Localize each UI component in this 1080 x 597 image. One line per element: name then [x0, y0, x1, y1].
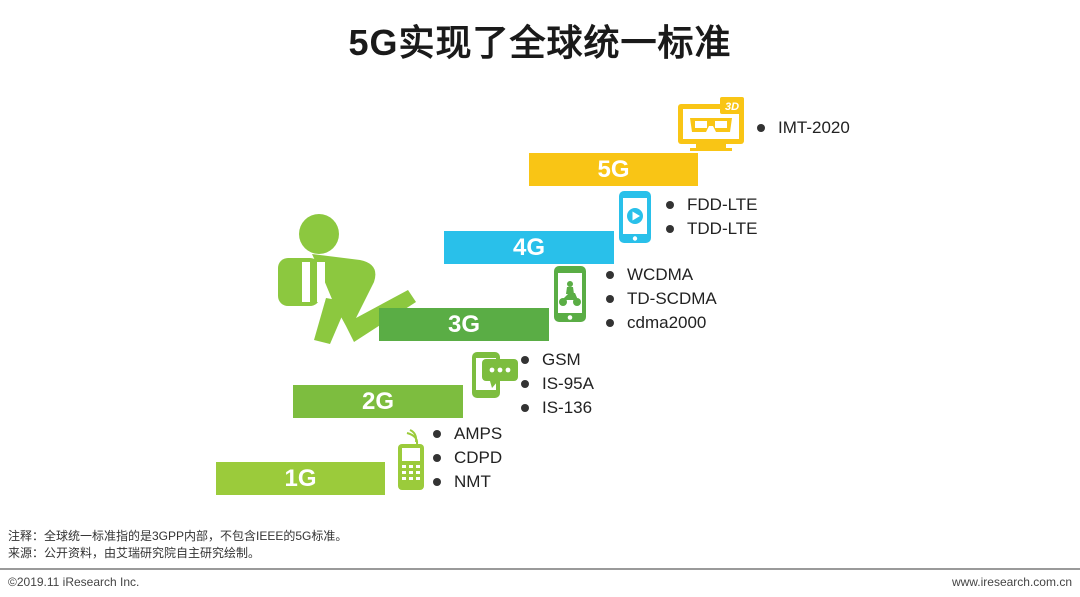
generation-label: 4G: [512, 233, 545, 261]
standard-label: TDD-LTE: [687, 219, 758, 238]
bullet-dot: [757, 124, 765, 132]
bullet-dot: [606, 295, 614, 303]
bullet-dot: [606, 271, 614, 279]
standard-label: AMPS: [454, 424, 503, 443]
list-item: AMPS: [433, 422, 502, 446]
svg-text:3D: 3D: [725, 101, 739, 113]
list-item: IS-136: [521, 396, 594, 420]
generation-bar-2g: 2G: [293, 385, 463, 418]
standards-list-4g: FDD-LTE TDD-LTE: [666, 193, 758, 241]
generation-bar-4g: 4G: [444, 231, 614, 264]
copyright-text: ©2019.11 iResearch Inc.: [8, 575, 140, 589]
generation-label: 5G: [597, 155, 630, 183]
generation-bar-1g: 1G: [216, 462, 385, 495]
bullet-dot: [433, 478, 441, 486]
list-item: IMT-2020: [757, 116, 850, 140]
standards-list-1g: AMPS CDPD NMT: [433, 422, 502, 494]
standards-list-5g: IMT-2020: [757, 116, 850, 140]
running-figure-icon: [278, 214, 416, 344]
standard-label: IS-136: [542, 398, 593, 417]
generation-bar-5g: 5G: [529, 153, 698, 186]
standards-list-2g: GSM IS-95A IS-136: [521, 348, 594, 420]
website-text: www.iresearch.com.cn: [951, 575, 1072, 589]
standard-label: cdma2000: [627, 313, 707, 332]
generation-bar-3g: 3G: [379, 308, 549, 341]
list-item: NMT: [433, 470, 502, 494]
list-item: TD-SCDMA: [606, 287, 717, 311]
chat-phone-icon: [472, 352, 518, 398]
standard-label: CDPD: [454, 448, 503, 467]
standard-label: NMT: [454, 472, 491, 491]
source-text: 来源：公开资料，由艾瑞研究院自主研究绘制。: [8, 546, 261, 560]
list-item: GSM: [521, 348, 594, 372]
generation-label: 1G: [284, 464, 317, 492]
bullet-dot: [666, 201, 674, 209]
feature-phone-icon: [398, 429, 424, 490]
standards-list-3g: WCDMA TD-SCDMA cdma2000: [606, 263, 717, 335]
bullet-dot: [521, 356, 529, 364]
generation-label: 2G: [361, 387, 394, 415]
smartphone-moto-icon: [554, 266, 586, 322]
footer-divider: [0, 568, 1080, 570]
bullet-dot: [606, 319, 614, 327]
generation-label: 3G: [447, 310, 480, 338]
bullet-dot: [521, 380, 529, 388]
list-item: FDD-LTE: [666, 193, 758, 217]
standard-label: WCDMA: [627, 265, 694, 284]
list-item: cdma2000: [606, 311, 717, 335]
3d-tv-icon: 3D: [678, 97, 744, 151]
bullet-dot: [521, 404, 529, 412]
standard-label: GSM: [542, 350, 581, 369]
standard-label: IS-95A: [542, 374, 594, 393]
list-item: CDPD: [433, 446, 502, 470]
bullet-dot: [433, 454, 441, 462]
page-title: 5G实现了全球统一标准: [348, 22, 732, 63]
list-item: IS-95A: [521, 372, 594, 396]
standard-label: FDD-LTE: [687, 195, 758, 214]
standard-label: IMT-2020: [778, 118, 850, 137]
video-phone-icon: [619, 191, 651, 243]
bullet-dot: [433, 430, 441, 438]
note-text: 注释：全球统一标准指的是3GPP内部，不包含IEEE的5G标准。: [8, 529, 348, 543]
bullet-dot: [666, 225, 674, 233]
list-item: TDD-LTE: [666, 217, 758, 241]
list-item: WCDMA: [606, 263, 717, 287]
standard-label: TD-SCDMA: [627, 289, 717, 308]
